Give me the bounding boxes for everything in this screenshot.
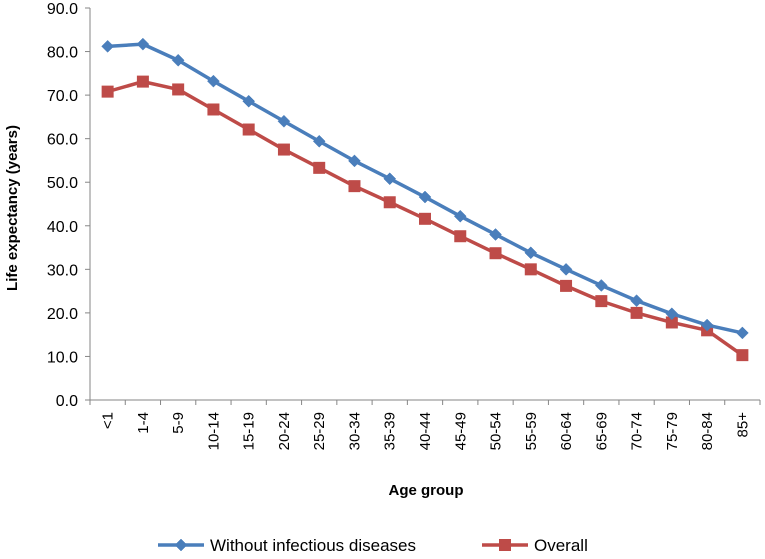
data-point [489,228,502,241]
x-tick-label: 5-9 [170,412,187,434]
data-point [348,180,361,193]
y-axis-title: Life expectancy (years) [4,125,21,291]
x-tick-label: 10-14 [205,412,222,450]
data-point [524,246,538,260]
legend: Without infectious diseases Overall [158,536,588,555]
x-tick-label: 85+ [734,412,751,438]
data-point [171,53,185,67]
x-tick-label: 20-24 [276,412,293,450]
x-tick-label: 25-29 [311,412,328,450]
series-without-infectious-diseases [101,37,749,340]
y-tick-label: 80.0 [47,45,78,62]
data-point [136,75,149,88]
series-line [107,42,743,335]
x-tick-label: 75-79 [664,412,681,450]
axes [89,8,760,401]
y-tick-label: 20.0 [47,306,78,323]
data-point [277,114,291,128]
y-tick-label: 90.0 [47,1,78,18]
legend-label: Overall [534,536,588,555]
y-tick-label: 10.0 [47,349,78,366]
data-point [524,263,537,276]
data-point [101,39,114,53]
y-tick-label: 40.0 [47,219,78,236]
y-tick-label: 0.0 [56,393,78,410]
data-point [665,307,679,321]
x-tick-label: 35-39 [382,412,399,450]
legend-label: Without infectious diseases [210,536,416,555]
data-point [595,295,608,308]
data-point [207,103,220,116]
data-point [594,279,608,292]
x-tick-label: 80-84 [699,412,716,450]
x-tick-label: 1-4 [135,412,152,434]
data-point [242,94,256,108]
data-point [736,326,749,340]
x-tick-label: 50-54 [488,412,505,450]
x-tick-label: 30-34 [346,412,363,450]
legend-swatch-marker [499,539,511,551]
data-point [630,294,643,308]
x-tick-label: <1 [100,412,117,429]
data-point [454,230,467,243]
data-point [630,306,643,319]
y-tick-label: 60.0 [47,132,78,149]
series-layer [101,37,749,362]
data-point [277,143,290,156]
x-tick-label: 45-49 [452,412,469,450]
data-point [665,316,678,329]
data-point [172,83,185,96]
data-point [418,190,432,204]
data-point [419,212,431,225]
data-point [313,161,326,174]
data-point [736,349,749,362]
y-tick-label: 70.0 [47,88,78,105]
x-tick-label: 40-44 [417,412,434,450]
y-tick-label: 50.0 [47,175,78,192]
data-point [700,318,714,332]
data-point [101,85,114,98]
x-tick-label: 70-74 [629,412,646,450]
x-tick-labels: <1 1-4 5-9 10-14 15-19 20-24 25-29 30-34 35-39 40… [89,400,761,450]
data-point [348,154,361,168]
data-point [383,172,397,186]
data-point [489,247,502,260]
y-tick-label: 30.0 [47,262,78,279]
data-point [453,209,467,223]
legend-swatch-marker [174,538,188,552]
series-overall [101,75,749,362]
data-point [383,196,396,209]
data-point [136,37,150,51]
legend-item-overall: Overall [482,536,588,555]
x-tick-label: 60-64 [558,412,575,450]
data-point [207,74,220,88]
x-tick-label: 55-59 [523,412,540,450]
data-point [560,279,573,292]
data-point [312,134,326,148]
data-point [242,123,255,136]
legend-item-without-infectious-diseases: Without infectious diseases [158,536,416,555]
data-point [559,262,573,276]
y-tick-labels: 0.0 10.0 20.0 30.0 40.0 50.0 60.0 70.0 80.0 90.0 [47,1,90,410]
x-tick-label: 65-69 [593,412,610,450]
x-tick-label: 15-19 [241,412,258,450]
x-axis-title: Age group [389,482,464,499]
